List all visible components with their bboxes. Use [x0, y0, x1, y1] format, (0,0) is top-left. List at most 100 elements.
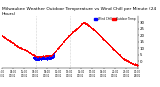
Point — [111, 47, 114, 49]
Point — [95, 32, 98, 33]
Point — [108, 44, 111, 46]
Point — [85, 23, 88, 24]
Point — [61, 42, 64, 43]
Point — [49, 55, 52, 57]
Point — [32, 54, 35, 56]
Point — [80, 24, 82, 25]
Point — [83, 21, 86, 23]
Point — [7, 39, 10, 40]
Point — [80, 24, 83, 25]
Point — [39, 56, 42, 57]
Point — [22, 48, 25, 50]
Point — [123, 58, 125, 60]
Point — [38, 56, 41, 57]
Point — [113, 49, 115, 51]
Point — [64, 38, 67, 40]
Point — [132, 62, 134, 64]
Point — [52, 52, 55, 54]
Point — [39, 55, 42, 57]
Point — [20, 48, 23, 49]
Point — [45, 57, 48, 58]
Point — [130, 62, 133, 64]
Point — [77, 26, 80, 28]
Point — [56, 48, 59, 49]
Point — [22, 48, 25, 49]
Point — [120, 56, 123, 58]
Point — [90, 27, 93, 29]
Point — [76, 27, 79, 28]
Point — [3, 36, 5, 38]
Point — [67, 35, 69, 37]
Point — [19, 48, 21, 49]
Point — [3, 37, 6, 38]
Point — [129, 62, 132, 63]
Point — [67, 35, 70, 36]
Point — [125, 59, 127, 60]
Point — [70, 33, 72, 35]
Point — [85, 24, 88, 25]
Point — [112, 47, 115, 49]
Point — [27, 51, 30, 52]
Point — [96, 33, 99, 34]
Point — [40, 57, 43, 59]
Point — [92, 29, 95, 30]
Point — [52, 56, 55, 57]
Point — [133, 64, 136, 65]
Point — [47, 55, 50, 56]
Point — [1, 35, 4, 37]
Point — [48, 55, 50, 56]
Point — [105, 41, 108, 42]
Point — [133, 64, 136, 65]
Point — [83, 21, 85, 23]
Point — [98, 35, 101, 36]
Point — [55, 48, 58, 50]
Point — [134, 64, 137, 65]
Point — [51, 57, 53, 58]
Point — [41, 55, 44, 56]
Point — [31, 53, 34, 55]
Point — [38, 58, 41, 60]
Point — [33, 56, 36, 57]
Point — [38, 55, 41, 57]
Point — [129, 62, 132, 64]
Point — [44, 55, 47, 57]
Point — [72, 31, 74, 32]
Point — [0, 35, 3, 36]
Point — [47, 57, 49, 59]
Point — [82, 21, 84, 23]
Point — [76, 27, 79, 28]
Point — [60, 44, 62, 46]
Point — [32, 54, 34, 55]
Point — [68, 35, 71, 36]
Point — [86, 24, 88, 25]
Point — [102, 39, 105, 40]
Point — [36, 56, 38, 57]
Point — [116, 52, 118, 53]
Point — [98, 34, 100, 35]
Point — [12, 42, 15, 44]
Point — [13, 44, 16, 45]
Point — [39, 56, 42, 57]
Point — [1, 35, 4, 36]
Point — [126, 60, 128, 61]
Point — [135, 64, 138, 65]
Point — [37, 59, 39, 60]
Point — [121, 57, 124, 59]
Point — [46, 55, 49, 56]
Point — [91, 28, 94, 29]
Point — [44, 58, 47, 60]
Point — [50, 54, 53, 56]
Point — [34, 55, 37, 57]
Point — [111, 47, 113, 48]
Point — [48, 55, 50, 57]
Point — [90, 27, 93, 28]
Point — [51, 54, 53, 56]
Point — [67, 35, 69, 37]
Point — [48, 55, 50, 56]
Point — [122, 59, 125, 60]
Point — [3, 37, 6, 39]
Point — [78, 25, 81, 27]
Point — [86, 24, 88, 25]
Point — [133, 63, 136, 64]
Point — [32, 58, 35, 59]
